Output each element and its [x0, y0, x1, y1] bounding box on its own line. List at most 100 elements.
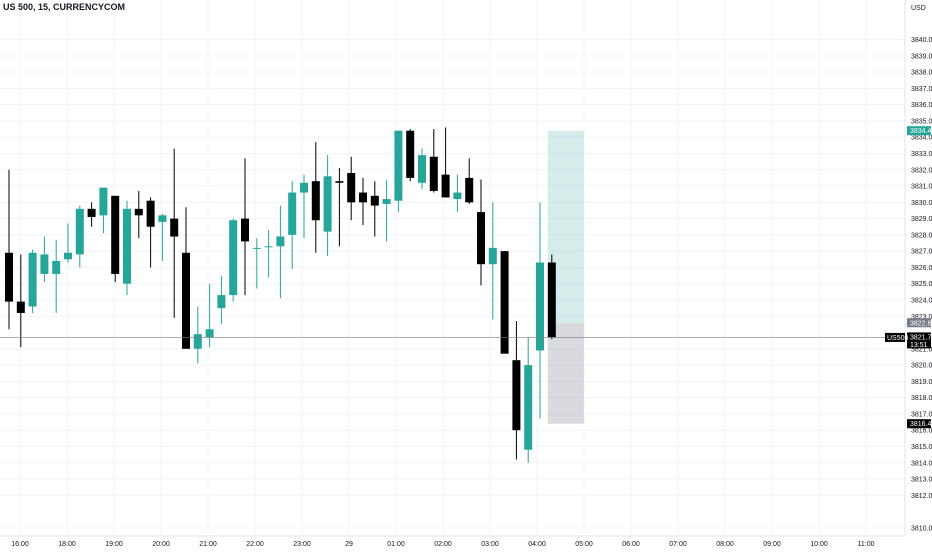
time-axis-bg[interactable]: [0, 536, 932, 550]
price-tick-label: 3810.0: [911, 525, 932, 532]
candle-body: [418, 155, 426, 183]
price-tick-label: 3816.0: [911, 428, 932, 435]
price-tick-label: 3825.0: [911, 281, 932, 288]
time-tick-label: 07:00: [669, 541, 687, 548]
candle: [453, 174, 462, 213]
candle: [288, 181, 297, 270]
candle-body: [347, 173, 356, 203]
price-tick-label: 3829.0: [911, 216, 932, 223]
candle: [441, 127, 450, 198]
price-tick-label: 3834.0: [911, 135, 932, 142]
candle-body: [5, 252, 13, 302]
candle-body: [477, 212, 485, 265]
price-tick-label: 3839.0: [911, 53, 932, 60]
entry-price-tag-bg: [907, 318, 931, 328]
candle: [182, 207, 190, 349]
time-tick-label: 05:00: [575, 541, 593, 548]
candle: [311, 142, 320, 253]
price-tick-label: 3814.0: [911, 460, 932, 467]
symbol-tag-bg: [885, 332, 905, 342]
candle: [429, 129, 438, 193]
price-tick-label: 3838.0: [911, 70, 932, 77]
candle-body: [146, 200, 155, 227]
candle-body: [465, 177, 474, 203]
candle: [488, 202, 497, 320]
candle: [382, 179, 391, 242]
price-tick-label: 3830.0: [911, 200, 932, 207]
candle-body: [500, 251, 509, 354]
time-tick-label: 04:00: [528, 541, 546, 548]
countdown-text: 13:51: [910, 342, 928, 349]
candle: [99, 187, 108, 234]
price-tick-label: 3832.0: [911, 167, 932, 174]
candle-body: [429, 156, 438, 191]
candle: [111, 195, 120, 283]
candle-body: [323, 176, 332, 232]
time-tick-label: 29: [345, 541, 353, 548]
candle: [500, 251, 509, 354]
price-tick-label: 3817.0: [911, 411, 932, 418]
entry-price-tag-text: 3822.6: [910, 320, 932, 327]
candle-body: [359, 192, 367, 203]
candle: [217, 275, 226, 325]
time-tick-label: 19:00: [105, 541, 123, 548]
candle-body: [28, 252, 37, 307]
candle-body: [276, 236, 285, 247]
price-axis-bg[interactable]: [905, 0, 932, 550]
candle: [335, 168, 344, 247]
candle-body: [441, 174, 450, 198]
candle-body: [453, 192, 462, 200]
price-tick-label: 3820.0: [911, 363, 932, 370]
price-tick-label: 3819.0: [911, 379, 932, 386]
price-tick-label: 3821.0: [911, 346, 932, 353]
candle-body: [264, 246, 273, 248]
candle: [418, 148, 426, 190]
candle-body: [205, 329, 214, 338]
time-tick-label: 01:00: [387, 541, 405, 548]
candle: [205, 283, 214, 348]
candle-body: [488, 247, 497, 265]
candle-body: [406, 130, 415, 178]
target-price-tag-bg: [907, 126, 931, 136]
symbol-tag-text: US500: [887, 335, 909, 342]
candle: [547, 254, 556, 340]
price-tick-label: 3813.0: [911, 477, 932, 484]
time-tick-label: 11:00: [858, 541, 875, 548]
chart-title: US 500, 15, CURRENCYCOM: [3, 2, 125, 12]
candle: [477, 179, 485, 286]
price-tick-label: 3818.0: [911, 395, 932, 402]
price-tick-label: 3840.0: [911, 37, 932, 44]
candle-body: [547, 262, 556, 338]
currency-label: USD: [911, 5, 926, 12]
stop-price-tag-bg: [907, 419, 931, 429]
candle: [347, 156, 356, 221]
time-tick-label: 09:00: [763, 541, 781, 548]
candle-body: [182, 252, 190, 349]
price-tick-label: 3828.0: [911, 232, 932, 239]
candle-body: [217, 295, 226, 309]
candle: [146, 197, 155, 268]
candle: [512, 321, 521, 460]
candle-body: [16, 301, 25, 314]
candle: [40, 236, 49, 283]
last-price-tag-text: 3821.7: [910, 334, 932, 341]
candle: [323, 155, 332, 257]
time-tick-label: 10:00: [810, 541, 828, 548]
candle-body: [311, 181, 320, 221]
candle: [229, 218, 238, 302]
candle: [5, 169, 13, 330]
candle: [465, 158, 474, 204]
candle: [28, 249, 37, 314]
candle: [370, 181, 379, 237]
long-position-box[interactable]: [547, 130, 584, 424]
price-axis: 3810.0 3812.0 3813.0 3814.0 3815.0 3816.0 3817…: [911, 37, 932, 532]
candle-body: [193, 334, 202, 349]
candle-body: [40, 254, 49, 274]
candle: [170, 148, 179, 318]
candle: [359, 177, 367, 226]
candle-body: [382, 199, 391, 204]
candle: [241, 158, 249, 296]
